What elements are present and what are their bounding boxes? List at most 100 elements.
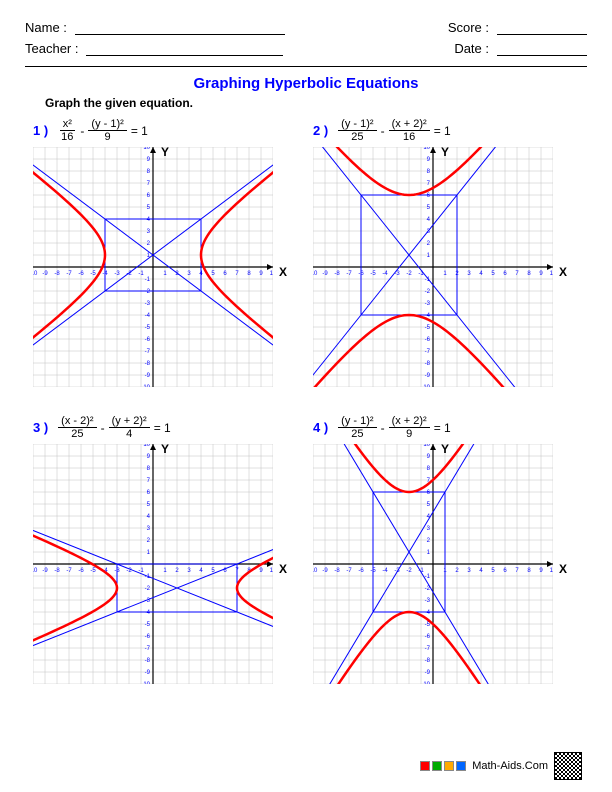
svg-text:8: 8 — [147, 466, 151, 472]
name-line[interactable] — [75, 34, 285, 35]
svg-text:7: 7 — [147, 478, 151, 484]
instruction-text: Graph the given equation. — [45, 96, 587, 110]
equals: = 1 — [131, 124, 148, 138]
problem: 3 ) (x - 2)²25 - (y + 2)²4 = 1 Y X -10-9… — [33, 415, 299, 694]
svg-text:10: 10 — [423, 444, 430, 448]
svg-text:6: 6 — [147, 193, 151, 199]
operator: - — [381, 421, 385, 435]
svg-text:2: 2 — [427, 241, 431, 247]
svg-text:-9: -9 — [425, 670, 431, 676]
svg-text:-4: -4 — [425, 610, 431, 616]
score-field: Score : — [448, 20, 587, 35]
x-axis-label: X — [559, 265, 567, 279]
svg-text:3: 3 — [427, 526, 431, 532]
y-axis-label: Y — [161, 145, 169, 159]
svg-text:5: 5 — [491, 568, 495, 574]
page-title: Graphing Hyperbolic Equations — [25, 75, 587, 92]
name-field: Name : — [25, 20, 285, 35]
svg-text:5: 5 — [147, 205, 151, 211]
svg-text:-9: -9 — [145, 373, 151, 379]
y-axis-label: Y — [441, 145, 449, 159]
svg-text:9: 9 — [147, 454, 151, 460]
svg-text:-9: -9 — [42, 271, 48, 277]
svg-text:-6: -6 — [78, 568, 84, 574]
svg-text:1: 1 — [443, 271, 447, 277]
svg-text:9: 9 — [539, 568, 543, 574]
svg-text:9: 9 — [427, 157, 431, 163]
x-axis-label: X — [279, 265, 287, 279]
svg-text:-9: -9 — [322, 568, 328, 574]
svg-text:-6: -6 — [145, 337, 151, 343]
svg-text:-6: -6 — [425, 337, 431, 343]
svg-text:-7: -7 — [346, 568, 352, 574]
svg-text:6: 6 — [147, 490, 151, 496]
svg-text:10: 10 — [270, 568, 273, 574]
fraction: (y - 1)²9 — [88, 118, 126, 143]
svg-text:6: 6 — [223, 271, 227, 277]
teacher-field: Teacher : — [25, 41, 283, 56]
x-axis-label: X — [559, 562, 567, 576]
fraction: (y - 1)²25 — [338, 415, 376, 440]
svg-text:-8: -8 — [54, 568, 60, 574]
svg-text:-10: -10 — [141, 385, 150, 387]
svg-text:-2: -2 — [406, 271, 412, 277]
svg-text:-7: -7 — [425, 349, 431, 355]
svg-text:5: 5 — [427, 502, 431, 508]
svg-text:7: 7 — [515, 568, 519, 574]
svg-text:3: 3 — [467, 568, 471, 574]
footer-text: Math-Aids.Com — [472, 760, 548, 772]
svg-text:6: 6 — [503, 568, 507, 574]
svg-text:-2: -2 — [406, 568, 412, 574]
x-axis-label: X — [279, 562, 287, 576]
svg-text:2: 2 — [455, 568, 459, 574]
name-label: Name : — [25, 20, 67, 35]
header-divider — [25, 66, 587, 67]
svg-text:6: 6 — [427, 490, 431, 496]
svg-text:5: 5 — [211, 271, 215, 277]
svg-text:-5: -5 — [90, 271, 96, 277]
problem-header: 1 ) x²16 - (y - 1)²9 = 1 — [33, 118, 299, 143]
svg-text:-8: -8 — [334, 271, 340, 277]
graph: Y X -10-9-8-7-6-5-4-3-2-112345678910-10-… — [33, 444, 283, 694]
y-axis-label: Y — [161, 442, 169, 456]
fraction: x²16 — [58, 118, 76, 143]
svg-text:2: 2 — [175, 568, 179, 574]
teacher-label: Teacher : — [25, 41, 78, 56]
svg-text:4: 4 — [199, 568, 203, 574]
svg-text:6: 6 — [503, 271, 507, 277]
svg-text:8: 8 — [247, 271, 251, 277]
svg-text:-7: -7 — [145, 349, 151, 355]
svg-text:-10: -10 — [33, 568, 38, 574]
svg-text:-2: -2 — [425, 289, 431, 295]
date-line[interactable] — [497, 55, 587, 56]
equals: = 1 — [434, 124, 451, 138]
svg-text:-7: -7 — [145, 646, 151, 652]
teacher-line[interactable] — [86, 55, 283, 56]
svg-text:3: 3 — [147, 526, 151, 532]
equation: x²16 - (y - 1)²9 = 1 — [58, 118, 148, 143]
score-line[interactable] — [497, 34, 587, 35]
operator: - — [101, 421, 105, 435]
footer-icons — [420, 761, 466, 771]
equation: (y - 1)²25 - (x + 2)²9 = 1 — [338, 415, 451, 440]
svg-text:-9: -9 — [145, 670, 151, 676]
svg-text:8: 8 — [527, 271, 531, 277]
svg-text:-5: -5 — [370, 271, 376, 277]
svg-text:-2: -2 — [145, 289, 151, 295]
footer-icon — [456, 761, 466, 771]
svg-text:-7: -7 — [66, 271, 72, 277]
svg-text:-8: -8 — [334, 568, 340, 574]
svg-text:-5: -5 — [145, 325, 151, 331]
svg-text:8: 8 — [147, 169, 151, 175]
problem-number: 3 ) — [33, 420, 48, 435]
svg-text:10: 10 — [143, 147, 150, 151]
y-axis-label: Y — [441, 442, 449, 456]
svg-text:-5: -5 — [425, 325, 431, 331]
problem-number: 4 ) — [313, 420, 328, 435]
svg-text:1: 1 — [427, 550, 431, 556]
svg-text:5: 5 — [147, 502, 151, 508]
svg-text:-3: -3 — [425, 598, 431, 604]
svg-text:-2: -2 — [145, 586, 151, 592]
footer-icon — [420, 761, 430, 771]
qr-code — [554, 752, 582, 780]
